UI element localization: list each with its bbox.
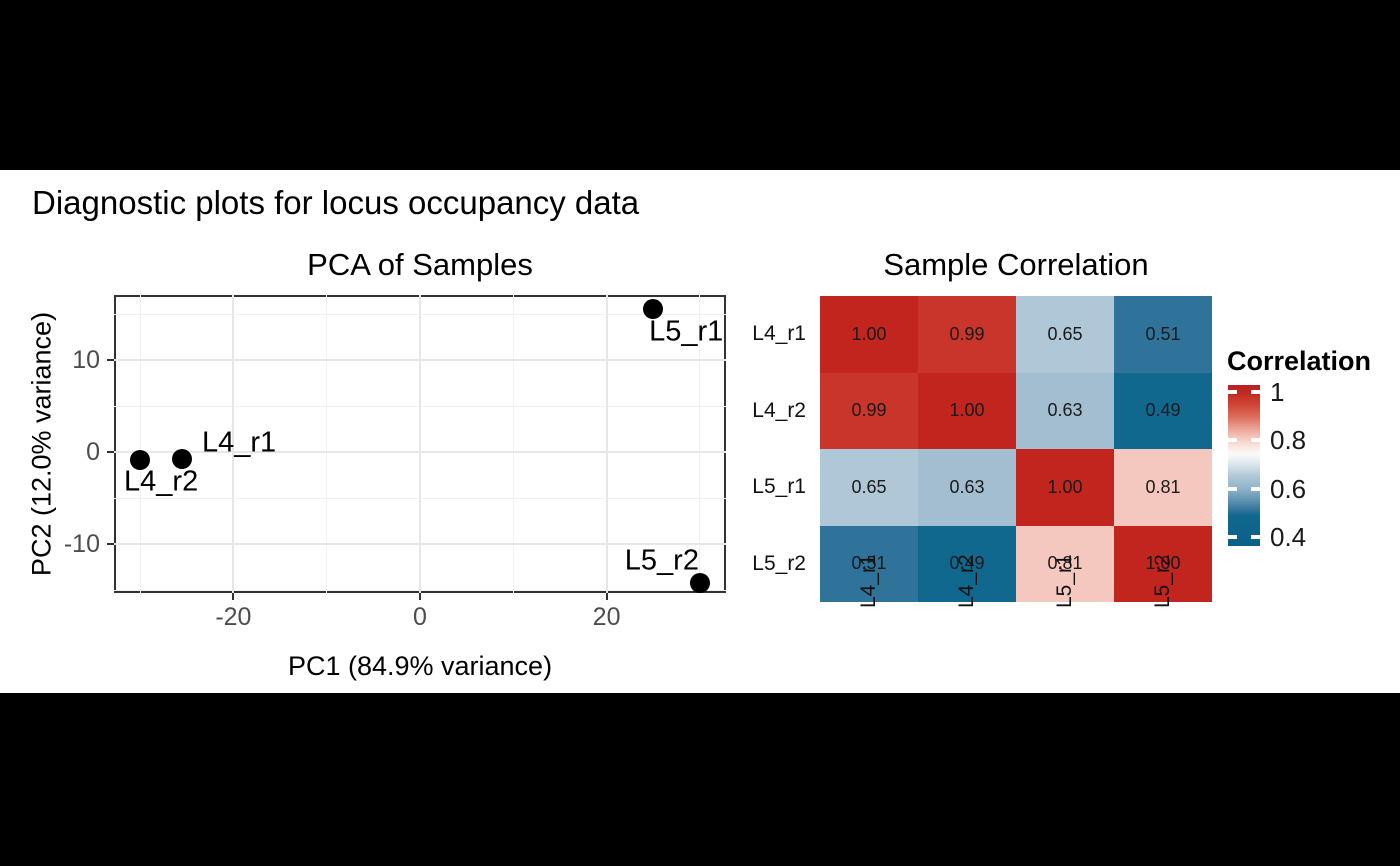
pca-panel <box>114 295 726 593</box>
pca-y-axis-title: PC2 (12.0% variance) <box>26 311 57 577</box>
pca-title: PCA of Samples <box>307 247 533 282</box>
legend-colorbar <box>1228 385 1260 546</box>
figure-title: Diagnostic plots for locus occupancy dat… <box>32 184 640 221</box>
bottom-letterbox <box>0 693 1400 866</box>
heatmap-title: Sample Correlation <box>883 247 1149 282</box>
legend-title: Correlation <box>1227 346 1372 376</box>
pca-x-axis-title: PC1 (84.9% variance) <box>287 651 553 681</box>
top-letterbox <box>0 0 1400 170</box>
